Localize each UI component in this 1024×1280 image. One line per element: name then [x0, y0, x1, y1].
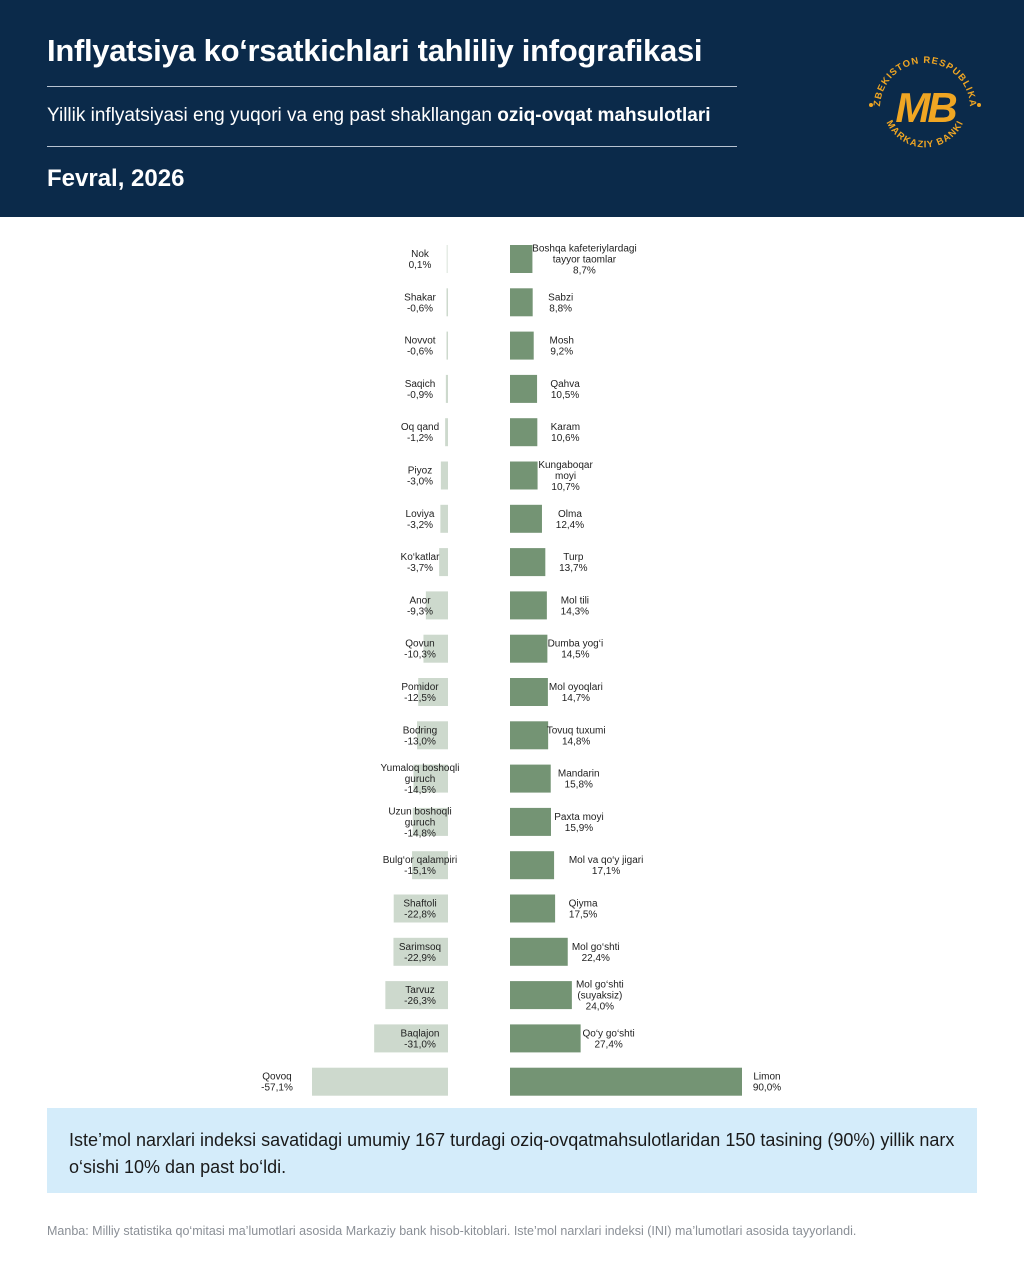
positive-2-label: Sabzi 8,8%	[548, 292, 573, 314]
bar-positive-3	[510, 331, 534, 360]
bar-positive-18	[510, 981, 572, 1010]
inflation-chart: Nok 0,1% Shakar -0,6% Novvot -0,6% Saqich -0,9%…	[0, 230, 1024, 1110]
positive-17-label: Mol go‘shti 22,4%	[572, 942, 620, 964]
logo-dot-right	[977, 103, 981, 107]
bar-negative-8	[439, 548, 448, 577]
report-date: Fevral, 2026	[47, 165, 185, 192]
positive-12-label: Tovuq tuxumi 14,8%	[547, 725, 606, 747]
bar-positive-14	[510, 807, 551, 836]
negative-6-label: Piyoz -3,0%	[407, 466, 433, 488]
bar-negative-9	[425, 591, 448, 620]
negative-9-label: Anor -9,3%	[407, 595, 433, 617]
positive-6-label: Kungaboqar moyi 10,7%	[538, 460, 593, 493]
bar-positive-19	[510, 1024, 581, 1053]
negative-11-label: Pomidor -12,5%	[401, 682, 439, 704]
positive-13-label: Mandarin 15,8%	[558, 769, 600, 791]
bar-negative-13	[413, 764, 448, 793]
bar-negative-12	[417, 721, 448, 750]
bar-positive-7	[510, 504, 542, 533]
bar-positive-6	[510, 461, 538, 490]
summary-note: Iste’mol narxlari indeksi savatidagi umu…	[47, 1108, 977, 1193]
bar-positive-17	[510, 937, 568, 966]
bar-positive-2	[510, 288, 533, 317]
bar-negative-16	[393, 894, 448, 923]
logo-letters: MB	[895, 84, 956, 131]
bar-positive-12	[510, 721, 549, 750]
source-footnote: Manba: Milliy statistika qo‘mitasi ma’lu…	[47, 1224, 857, 1238]
bar-positive-13	[510, 764, 551, 793]
bar-negative-7	[440, 504, 448, 533]
bar-positive-15	[510, 851, 555, 880]
header-banner: Inflyatsiya ko‘rsatkichlari tahliliy inf…	[0, 0, 1024, 217]
bar-positive-5	[510, 418, 538, 447]
subtitle-bold: oziq-ovqat mahsulotlari	[497, 105, 711, 126]
bar-negative-15	[412, 851, 448, 880]
bar-positive-10	[510, 634, 548, 663]
bar-negative-1	[446, 245, 448, 273]
header-divider-top	[47, 86, 737, 87]
bar-negative-10	[423, 634, 448, 663]
positive-8-label: Turp 13,7%	[559, 552, 587, 574]
negative-20-label: Qovoq -57,1%	[261, 1072, 293, 1094]
bar-negative-4	[445, 374, 448, 403]
positive-16-label: Qiyma 17,5%	[569, 899, 598, 921]
positive-11-label: Mol oyoqlari 14,7%	[549, 682, 603, 704]
negative-3-label: Novvot -0,6%	[404, 336, 435, 358]
subtitle-plain: Yillik inflyatsiyasi eng yuqori va eng p…	[47, 105, 498, 126]
negative-17-label: Sarimsoq -22,9%	[399, 942, 441, 964]
positive-10-label: Dumba yog‘i 14,5%	[548, 639, 604, 661]
bar-negative-6	[440, 461, 448, 490]
bar-negative-18	[385, 981, 448, 1010]
bar-negative-14	[412, 807, 448, 836]
negative-19-label: Baqlajon -31,0%	[401, 1028, 440, 1050]
positive-3-label: Mosh 9,2%	[549, 336, 573, 358]
positive-19-label: Qo‘y go‘shti 27,4%	[583, 1028, 635, 1050]
negative-13-label: Yumaloq boshoqli guruch -14,5%	[381, 763, 460, 796]
bar-positive-16	[510, 894, 556, 923]
page-title: Inflyatsiya ko‘rsatkichlari tahliliy inf…	[47, 33, 703, 68]
positive-1-label: Boshqa kafeteriylardagi tayyor taomlar 8,7…	[532, 244, 637, 277]
inflation-chart-svg: Nok 0,1% Shakar -0,6% Novvot -0,6% Saqich -0,9%…	[261, 244, 781, 1096]
bar-positive-4	[510, 374, 538, 403]
negative-14-label: Uzun boshoqli guruch -14,8%	[388, 806, 451, 839]
bar-negative-17	[393, 937, 448, 966]
bar-positive-9	[510, 591, 547, 620]
negative-4-label: Saqich -0,9%	[405, 379, 436, 401]
bar-negative-5	[445, 418, 448, 447]
negative-10-label: Qovun -10,3%	[404, 639, 436, 661]
header-divider-bottom	[47, 146, 737, 147]
logo-dot-left	[869, 103, 873, 107]
bar-negative-19	[374, 1024, 448, 1053]
positive-5-label: Karam 10,6%	[551, 422, 580, 444]
bar-negative-20	[312, 1067, 448, 1096]
page-subtitle: Yillik inflyatsiyasi eng yuqori va eng p…	[47, 105, 711, 127]
positive-4-label: Qahva 10,5%	[550, 379, 580, 401]
central-bank-logo: O‘ZBEKISTON RESPUBLIKASI MARKAZIY BANKI …	[862, 45, 981, 151]
bar-positive-11	[510, 678, 548, 706]
bar-negative-11	[418, 678, 448, 706]
negative-8-label: Ko‘katlar -3,7%	[401, 552, 441, 574]
bar-positive-20	[510, 1067, 742, 1096]
positive-15-label: Mol va qo‘y jigari 17,1%	[569, 855, 643, 877]
bar-negative-2	[446, 288, 448, 317]
positive-18-label: Mol go‘shti (suyaksiz) 24,0%	[576, 980, 624, 1013]
positive-14-label: Paxta moyi 15,9%	[554, 812, 603, 834]
bar-negative-3	[446, 331, 448, 360]
negative-1-label: Nok 0,1%	[409, 249, 432, 271]
negative-12-label: Bodring -13,0%	[403, 725, 437, 747]
positive-7-label: Olma 12,4%	[556, 509, 584, 531]
negative-16-label: Shaftoli -22,8%	[403, 899, 436, 921]
negative-7-label: Loviya -3,2%	[406, 509, 435, 531]
positive-20-label: Limon 90,0%	[753, 1072, 781, 1094]
negative-15-label: Bulg‘or qalampiri -15,1%	[383, 855, 457, 877]
bar-positive-8	[510, 548, 546, 577]
negative-18-label: Tarvuz -26,3%	[404, 985, 436, 1007]
positive-9-label: Mol tili 14,3%	[561, 595, 589, 617]
negative-2-label: Shakar -0,6%	[404, 292, 436, 314]
bar-positive-1	[510, 245, 533, 273]
negative-5-label: Oq qand -1,2%	[401, 422, 439, 444]
